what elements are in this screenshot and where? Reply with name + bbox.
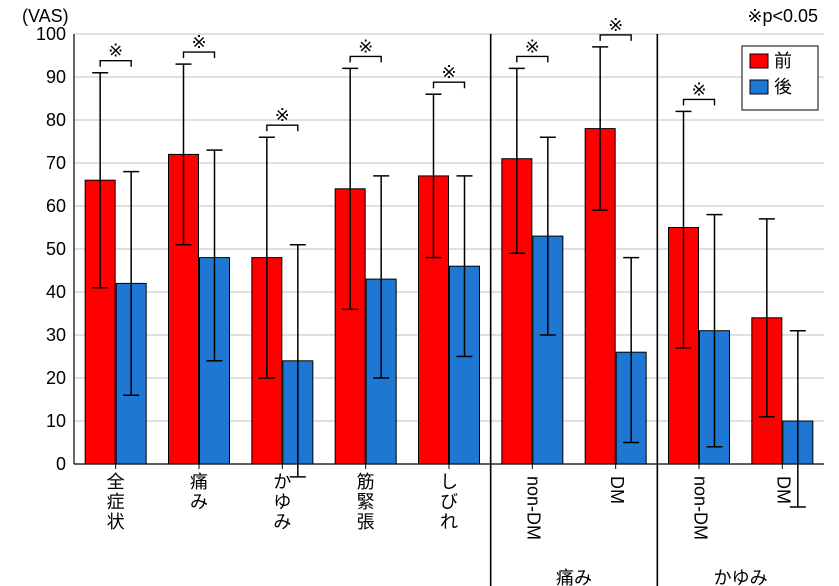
y-tick-label: 90 <box>46 67 66 87</box>
sig-mark: ※ <box>191 32 206 52</box>
group-label: かゆみ <box>714 568 768 586</box>
legend-swatch <box>750 80 768 94</box>
x-tick-label: non-DM <box>690 476 710 540</box>
x-tick-label: 状 <box>107 512 125 532</box>
sig-mark: ※ <box>608 15 623 35</box>
significance-footnote: ※p<0.05 <box>747 6 818 26</box>
sig-mark: ※ <box>358 36 373 56</box>
x-tick-label: か <box>273 472 291 492</box>
x-tick-label: み <box>190 492 208 512</box>
sig-mark: ※ <box>441 62 456 82</box>
legend-swatch <box>750 54 768 68</box>
y-tick-label: 10 <box>46 411 66 431</box>
group-label: 痛み <box>556 568 592 586</box>
x-tick-label: 痛 <box>190 472 208 492</box>
y-axis-title: (VAS) <box>22 6 69 26</box>
sig-mark: ※ <box>275 105 290 125</box>
y-tick-label: 80 <box>46 110 66 130</box>
y-tick-label: 40 <box>46 282 66 302</box>
y-tick-label: 70 <box>46 153 66 173</box>
sig-mark: ※ <box>525 36 540 56</box>
x-tick-label: し <box>440 472 458 492</box>
x-tick-label: 全 <box>107 472 125 492</box>
x-tick-label: れ <box>440 512 458 532</box>
x-tick-label: 張 <box>357 512 375 532</box>
bar-chart: (VAS) ※p<0.05 0 10 20 30 40 50 60 70 80 90 100 ※ 全症状 ※ 痛… <box>0 0 839 586</box>
x-tick-label: non-DM <box>524 476 544 540</box>
x-tick-label: 緊 <box>357 492 375 512</box>
sig-mark: ※ <box>691 79 706 99</box>
sig-mark: ※ <box>108 41 123 61</box>
y-tick-label: 100 <box>36 24 66 44</box>
y-tick-label: 60 <box>46 196 66 216</box>
x-tick-label: 筋 <box>357 472 375 492</box>
x-tick-label: DM <box>774 476 794 504</box>
x-tick-label: DM <box>607 476 627 504</box>
chart-container: (VAS) ※p<0.05 0 10 20 30 40 50 60 70 80 90 100 ※ 全症状 ※ 痛… <box>0 0 839 586</box>
x-tick-label: み <box>273 512 291 532</box>
x-tick-label: び <box>440 492 458 512</box>
x-tick-label: 症 <box>107 492 125 512</box>
x-tick-label: ゆ <box>273 492 291 512</box>
y-tick-label: 0 <box>56 454 66 474</box>
legend-label: 前 <box>774 51 792 71</box>
y-tick-label: 50 <box>46 239 66 259</box>
y-tick-label: 30 <box>46 325 66 345</box>
legend-label: 後 <box>774 77 792 97</box>
y-tick-label: 20 <box>46 368 66 388</box>
